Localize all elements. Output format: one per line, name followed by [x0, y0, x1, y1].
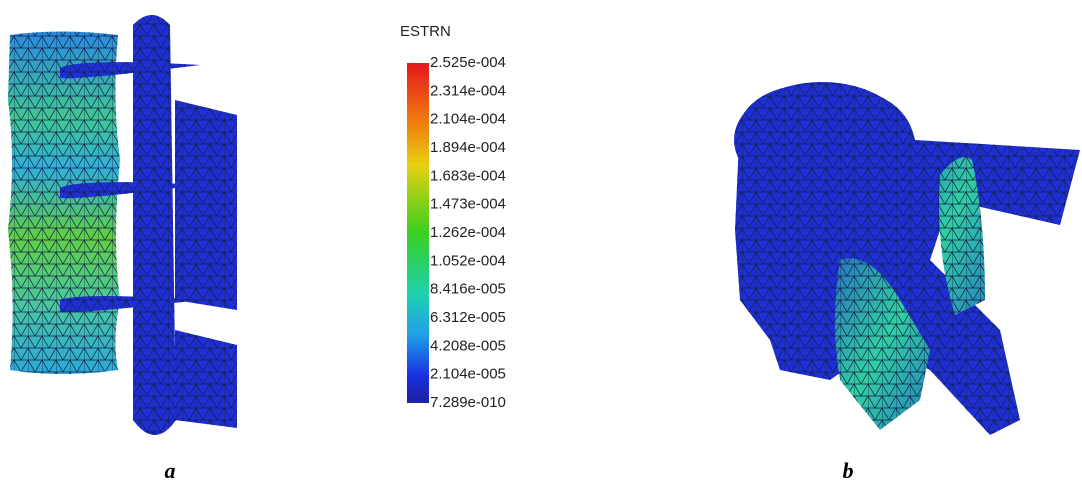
model-b [734, 82, 1080, 435]
model-a [8, 15, 237, 435]
legend-title: ESTRN [400, 23, 451, 40]
legend-label: 1.894e-004 [430, 139, 506, 156]
legend-label: 2.104e-004 [430, 111, 506, 128]
legend-label: 1.473e-004 [430, 196, 506, 213]
legend: ESTRN 2.525e-004 2.314e-004 2.104e-004 1.89… [400, 23, 506, 411]
colorbar [407, 63, 429, 403]
legend-label: 2.525e-004 [430, 54, 506, 71]
legend-label: 1.683e-004 [430, 167, 506, 184]
panel-label: a [165, 458, 176, 483]
panel-label: b [843, 458, 854, 483]
legend-label: 7.289e-010 [430, 394, 506, 411]
figure-canvas: ESTRN 2.525e-004 2.314e-004 2.104e-004 1.89… [0, 0, 1082, 488]
legend-label: 8.416e-005 [430, 281, 506, 298]
legend-label: 1.052e-004 [430, 252, 506, 269]
legend-label: 6.312e-005 [430, 309, 506, 326]
legend-label: 2.104e-005 [430, 366, 506, 383]
legend-label: 4.208e-005 [430, 337, 506, 354]
figure: ESTRN 2.525e-004 2.314e-004 2.104e-004 1.89… [0, 0, 1082, 488]
legend-label: 2.314e-004 [430, 82, 506, 99]
legend-label: 1.262e-004 [430, 224, 506, 241]
